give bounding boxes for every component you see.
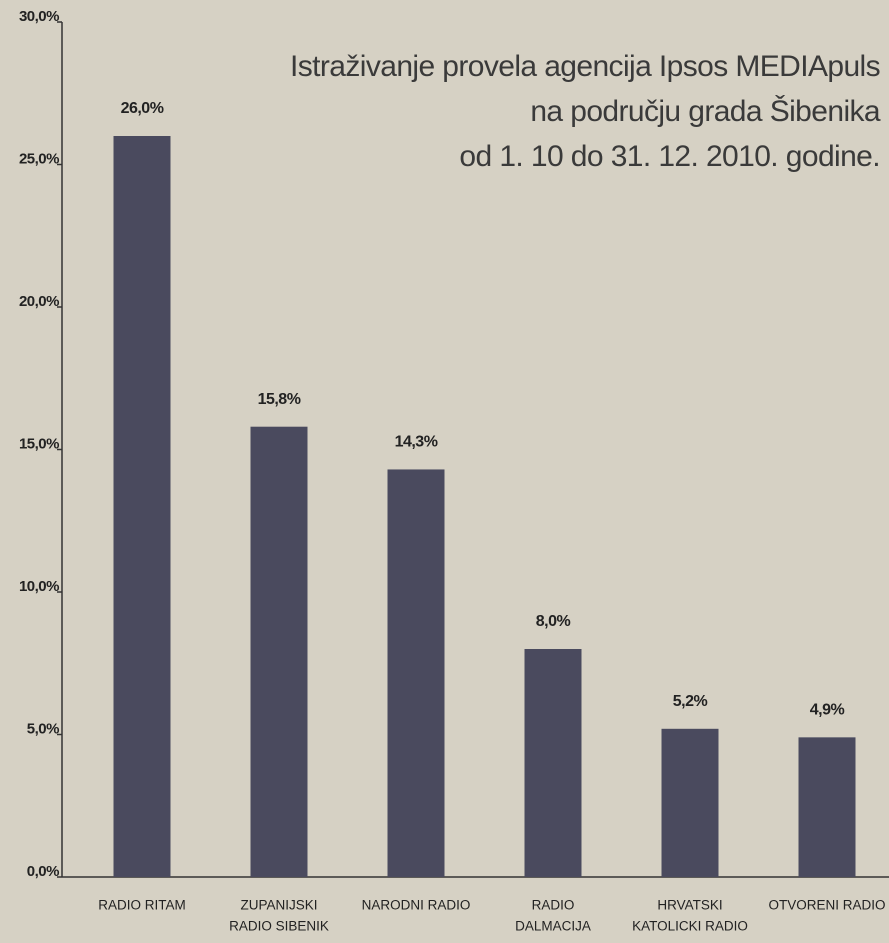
x-tick-label: ZUPANIJSKI xyxy=(240,898,317,913)
x-tick-label: KATOLICKI RADIO xyxy=(632,919,748,934)
value-label: 8,0% xyxy=(536,613,571,630)
bar xyxy=(661,728,719,877)
y-tick-label: 5,0% xyxy=(27,720,59,737)
y-tick-label: 10,0% xyxy=(19,578,59,595)
x-tick-label: DALMACIJA xyxy=(515,919,591,934)
x-tick-label: RADIO SIBENIK xyxy=(229,919,329,934)
bar xyxy=(524,649,582,877)
value-label: 14,3% xyxy=(395,434,438,451)
y-tick-label: 0,0% xyxy=(27,863,59,880)
value-label: 26,0% xyxy=(121,100,164,117)
y-tick-label: 25,0% xyxy=(19,150,59,167)
bar xyxy=(798,737,856,877)
bar xyxy=(250,426,308,877)
value-label: 5,2% xyxy=(673,693,708,710)
y-tick-label: 30,0% xyxy=(19,8,59,25)
chart-title: na području grada Šibenika xyxy=(530,94,881,128)
bar xyxy=(387,469,445,877)
x-tick-label: RADIO xyxy=(532,898,575,913)
value-label: 15,8% xyxy=(258,391,301,408)
y-tick-label: 20,0% xyxy=(19,293,59,310)
chart-title: Istraživanje provela agencija Ipsos MEDI… xyxy=(290,50,880,83)
x-tick-label: NARODNI RADIO xyxy=(362,898,471,913)
x-tick-label: OTVORENI RADIO xyxy=(768,898,885,913)
chart-title: od 1. 10 do 31. 12. 2010. godine. xyxy=(459,140,880,173)
bar xyxy=(113,136,171,877)
value-label: 4,9% xyxy=(810,702,845,719)
x-tick-label: HRVATSKI xyxy=(657,898,722,913)
x-tick-label: RADIO RITAM xyxy=(98,898,186,913)
y-tick-label: 15,0% xyxy=(19,435,59,452)
